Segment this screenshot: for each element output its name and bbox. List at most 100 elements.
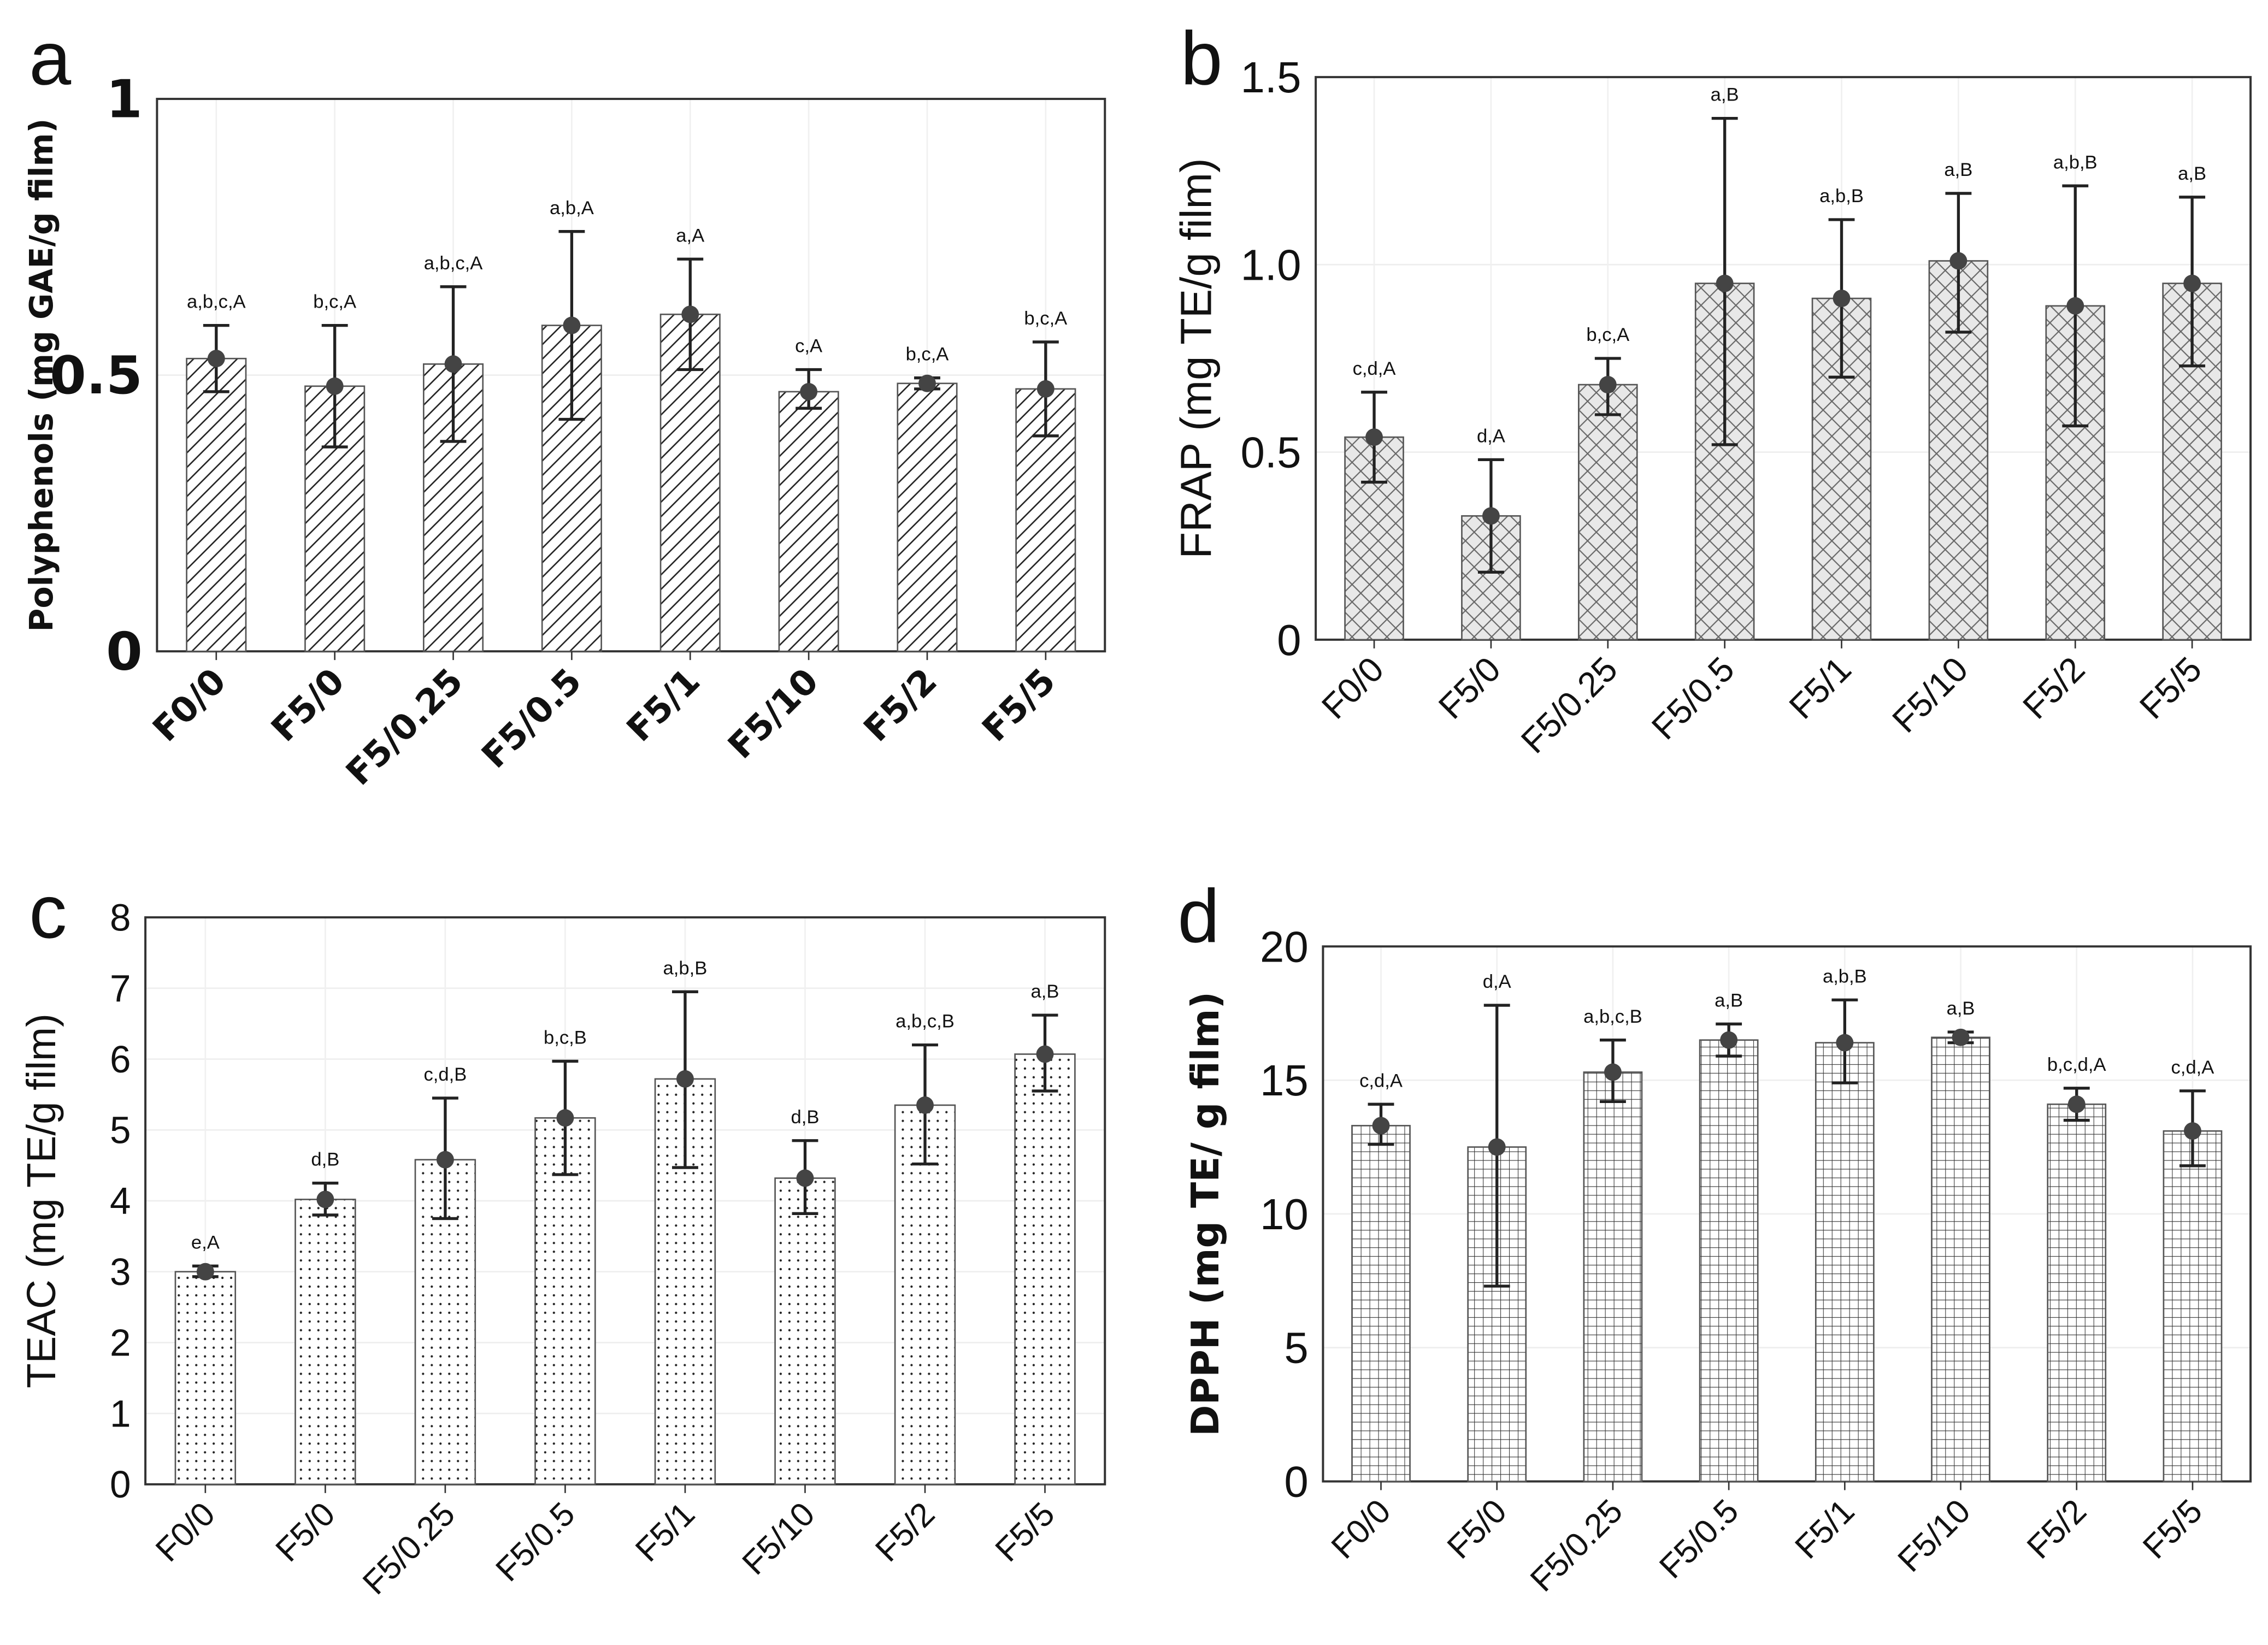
mean-marker (444, 355, 462, 373)
mean-marker (1720, 1031, 1738, 1049)
significance-label: a,b,B (2053, 152, 2098, 173)
mean-marker (1372, 1117, 1390, 1135)
bar (774, 1177, 836, 1485)
mean-marker (681, 305, 699, 323)
mean-marker (316, 1190, 334, 1208)
plot-frame (1315, 76, 2252, 641)
y-tick-label: 0.5 (1241, 428, 1301, 477)
y-tick-label: 6 (110, 1038, 131, 1081)
mean-marker (2066, 297, 2084, 315)
significance-label: a,A (676, 225, 704, 246)
significance-label: a,B (1715, 990, 1743, 1011)
mean-marker (1482, 507, 1500, 525)
significance-label: a,b,B (1819, 186, 1864, 207)
y-tick-label: 1 (110, 1392, 131, 1435)
bar (2047, 1103, 2107, 1482)
bar (897, 382, 958, 652)
x-tick-label: F5/0.5 (474, 661, 590, 776)
bar (1583, 1071, 1643, 1482)
bar (1694, 282, 1755, 641)
significance-label: b,c,d,A (2047, 1054, 2106, 1075)
x-tick-label: F5/2 (2015, 649, 2092, 726)
mean-marker (676, 1070, 694, 1088)
mean-marker (436, 1151, 454, 1169)
bar (541, 325, 602, 652)
y-tick-label: 1.5 (1241, 53, 1301, 102)
bar (2163, 1130, 2223, 1482)
x-tick-label: F5/2 (868, 1495, 942, 1569)
mean-marker (796, 1169, 814, 1187)
x-tick-label: F5/0.25 (1523, 1492, 1630, 1599)
x-tick-label: F0/0 (145, 661, 234, 750)
mean-marker (1036, 380, 1055, 398)
x-tick-label: F5/0 (264, 661, 353, 750)
x-tick-label: F5/1 (619, 661, 708, 750)
x-tick-label: F5/0.5 (1652, 1492, 1746, 1585)
y-tick-label: 3 (110, 1251, 131, 1293)
mean-marker (916, 1096, 934, 1114)
x-tick-label: F0/0 (1314, 649, 1391, 726)
significance-label: c,d,A (1353, 358, 1396, 379)
significance-label: c,d,A (1359, 1070, 1403, 1091)
y-tick-label: 1.0 (1241, 240, 1301, 289)
x-tick-label: F5/0.25 (339, 661, 472, 794)
y-tick-label: 20 (1260, 922, 1309, 971)
bar (1577, 384, 1638, 641)
x-tick-label: F0/0 (1324, 1492, 1398, 1566)
mean-marker (1036, 1045, 1054, 1063)
panel-label-b: b (1181, 16, 1223, 101)
bar (1699, 1039, 1759, 1482)
mean-marker (556, 1109, 574, 1127)
y-tick-label: 5 (110, 1109, 131, 1151)
x-tick-label: F5/10 (721, 661, 827, 767)
y-tick-label: 1 (106, 69, 143, 130)
mean-marker (326, 377, 344, 395)
mean-marker (1952, 1028, 1970, 1046)
significance-label: a,B (1944, 160, 1972, 180)
bar (1351, 1125, 1411, 1482)
significance-label: b,c,B (544, 1028, 587, 1048)
bar (778, 391, 839, 652)
panel-label-c: c (29, 870, 67, 954)
bar (1815, 1042, 1875, 1482)
bar (174, 1271, 237, 1485)
significance-label: d,B (311, 1149, 339, 1170)
significance-label: d,A (1483, 971, 1511, 992)
x-tick-label: F5/10 (1884, 649, 1975, 740)
y-tick-label: 10 (1260, 1190, 1309, 1239)
y-tick-label: 5 (1284, 1324, 1308, 1372)
mean-marker (1836, 1034, 1854, 1052)
x-tick-label: F5/5 (988, 1495, 1062, 1569)
y-tick-label: 7 (110, 967, 131, 1010)
bar (186, 357, 247, 652)
x-tick-label: F5/1 (628, 1495, 702, 1569)
chart-panel-c: 0 1 2 3 4 5 6 7 8 TEAC (mg TE/g film) e,A F0/0 d,B F5… (19, 896, 1106, 1602)
mean-marker (2183, 274, 2201, 292)
mean-marker (2184, 1122, 2201, 1140)
plot-frame (156, 98, 1106, 653)
bar (1931, 1036, 1990, 1482)
significance-label: d,B (791, 1107, 820, 1128)
mean-marker (2067, 1095, 2086, 1113)
significance-label: b,c,A (906, 344, 949, 365)
y-tick-label: 8 (110, 896, 131, 939)
significance-label: a,B (2178, 163, 2206, 184)
mean-marker (1488, 1138, 1506, 1156)
x-tick-label: F5/1 (1788, 1492, 1861, 1566)
mean-marker (196, 1263, 214, 1281)
significance-label: a,b,A (550, 198, 594, 219)
significance-label: e,A (191, 1232, 220, 1253)
x-tick-label: F5/0.5 (1644, 649, 1742, 747)
y-tick-label: 0.5 (50, 345, 143, 406)
y-axis-label: TEAC (mg TE/g film) (19, 1013, 64, 1388)
plot-frame (1322, 945, 2252, 1483)
y-axis-label: DPPH (mg TE/ g film) (1184, 992, 1228, 1436)
significance-label: a,b,c,A (424, 253, 483, 274)
x-tick-label: F5/0 (1440, 1492, 1514, 1566)
x-tick-label: F5/0.25 (356, 1495, 462, 1602)
significance-label: b,c,A (313, 292, 356, 313)
x-tick-label: F5/0.25 (1513, 649, 1625, 760)
mean-marker (800, 382, 818, 400)
significance-label: c,d,A (2171, 1057, 2214, 1078)
